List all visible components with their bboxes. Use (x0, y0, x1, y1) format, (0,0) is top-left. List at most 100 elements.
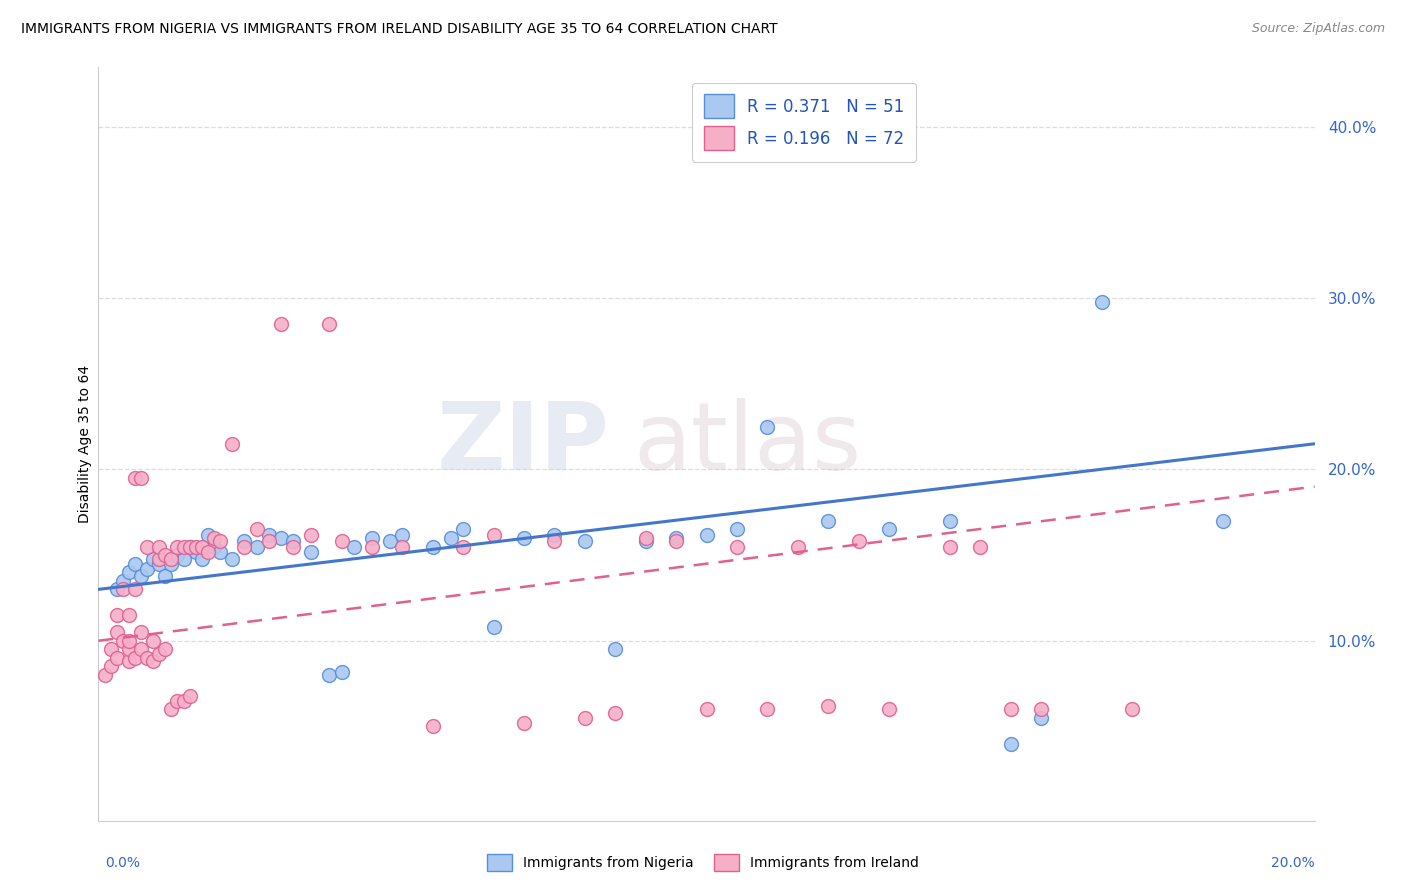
Point (179, 540, 201, 554)
Text: 20.0%: 20.0% (1271, 855, 1315, 870)
Legend: R = 0.371   N = 51, R = 0.196   N = 72: R = 0.371 N = 51, R = 0.196 N = 72 (692, 83, 915, 161)
Point (877, 523, 900, 537)
Point (129, 642, 152, 657)
Point (1212, 514, 1234, 528)
Point (191, 551, 214, 566)
Point (166, 540, 188, 554)
Point (361, 531, 384, 545)
Point (299, 544, 322, 558)
Point (756, 702, 779, 716)
Point (136, 540, 159, 554)
Point (725, 540, 748, 554)
Point (391, 540, 413, 554)
Point (142, 551, 165, 566)
Text: Source: ZipAtlas.com: Source: ZipAtlas.com (1251, 22, 1385, 36)
Point (939, 514, 962, 528)
Point (173, 540, 195, 554)
Point (513, 716, 536, 731)
Point (111, 582, 134, 597)
Point (124, 557, 146, 571)
Point (221, 551, 243, 566)
Point (155, 568, 177, 582)
Point (257, 527, 280, 541)
Point (848, 534, 870, 549)
Point (124, 651, 146, 665)
Point (221, 437, 243, 451)
Point (245, 523, 267, 537)
Point (233, 540, 256, 554)
Point (197, 544, 219, 558)
Point (105, 625, 128, 640)
Point (129, 568, 152, 582)
Point (202, 540, 225, 554)
Point (330, 534, 353, 549)
Point (160, 702, 183, 716)
Point (422, 540, 444, 554)
Point (696, 527, 718, 541)
Point (173, 551, 195, 566)
Point (318, 317, 340, 331)
Point (166, 548, 188, 562)
Point (148, 540, 170, 554)
Point (513, 531, 536, 545)
Point (969, 540, 991, 554)
Point (877, 702, 900, 716)
Point (136, 651, 159, 665)
Point (270, 317, 292, 331)
Point (634, 534, 657, 549)
Point (482, 527, 505, 541)
Point (129, 625, 152, 640)
Point (233, 534, 256, 549)
Point (257, 534, 280, 549)
Point (786, 540, 808, 554)
Point (142, 633, 165, 648)
Point (148, 557, 170, 571)
Point (482, 620, 505, 634)
Point (105, 651, 128, 665)
Point (191, 540, 214, 554)
Point (605, 642, 627, 657)
Point (118, 608, 141, 623)
Point (202, 531, 225, 545)
Point (118, 654, 141, 668)
Point (160, 557, 183, 571)
Point (105, 582, 128, 597)
Point (136, 562, 159, 576)
Text: ZIP: ZIP (436, 398, 609, 490)
Point (148, 648, 170, 662)
Point (118, 633, 141, 648)
Point (453, 523, 475, 537)
Point (209, 544, 232, 558)
Point (142, 654, 165, 668)
Point (209, 534, 232, 549)
Point (155, 642, 177, 657)
Point (100, 642, 122, 657)
Point (118, 642, 141, 657)
Text: atlas: atlas (634, 398, 862, 490)
Point (299, 527, 322, 541)
Point (665, 534, 688, 549)
Point (1091, 294, 1114, 309)
Point (453, 540, 475, 554)
Point (111, 633, 134, 648)
Point (391, 527, 413, 541)
Point (817, 698, 839, 713)
Point (93, 668, 115, 682)
Point (111, 574, 134, 588)
Point (634, 531, 657, 545)
Point (361, 540, 384, 554)
Point (118, 566, 141, 580)
Point (665, 531, 688, 545)
Point (124, 582, 146, 597)
Text: 0.0%: 0.0% (105, 855, 141, 870)
Point (1029, 702, 1052, 716)
Text: IMMIGRANTS FROM NIGERIA VS IMMIGRANTS FROM IRELAND DISABILITY AGE 35 TO 64 CORRE: IMMIGRANTS FROM NIGERIA VS IMMIGRANTS FR… (21, 22, 778, 37)
Point (1029, 711, 1052, 725)
Point (160, 551, 183, 566)
Point (817, 514, 839, 528)
Point (574, 534, 596, 549)
Point (330, 665, 353, 679)
Point (380, 534, 402, 549)
Legend: Immigrants from Nigeria, Immigrants from Ireland: Immigrants from Nigeria, Immigrants from… (481, 848, 925, 876)
Point (756, 419, 779, 434)
